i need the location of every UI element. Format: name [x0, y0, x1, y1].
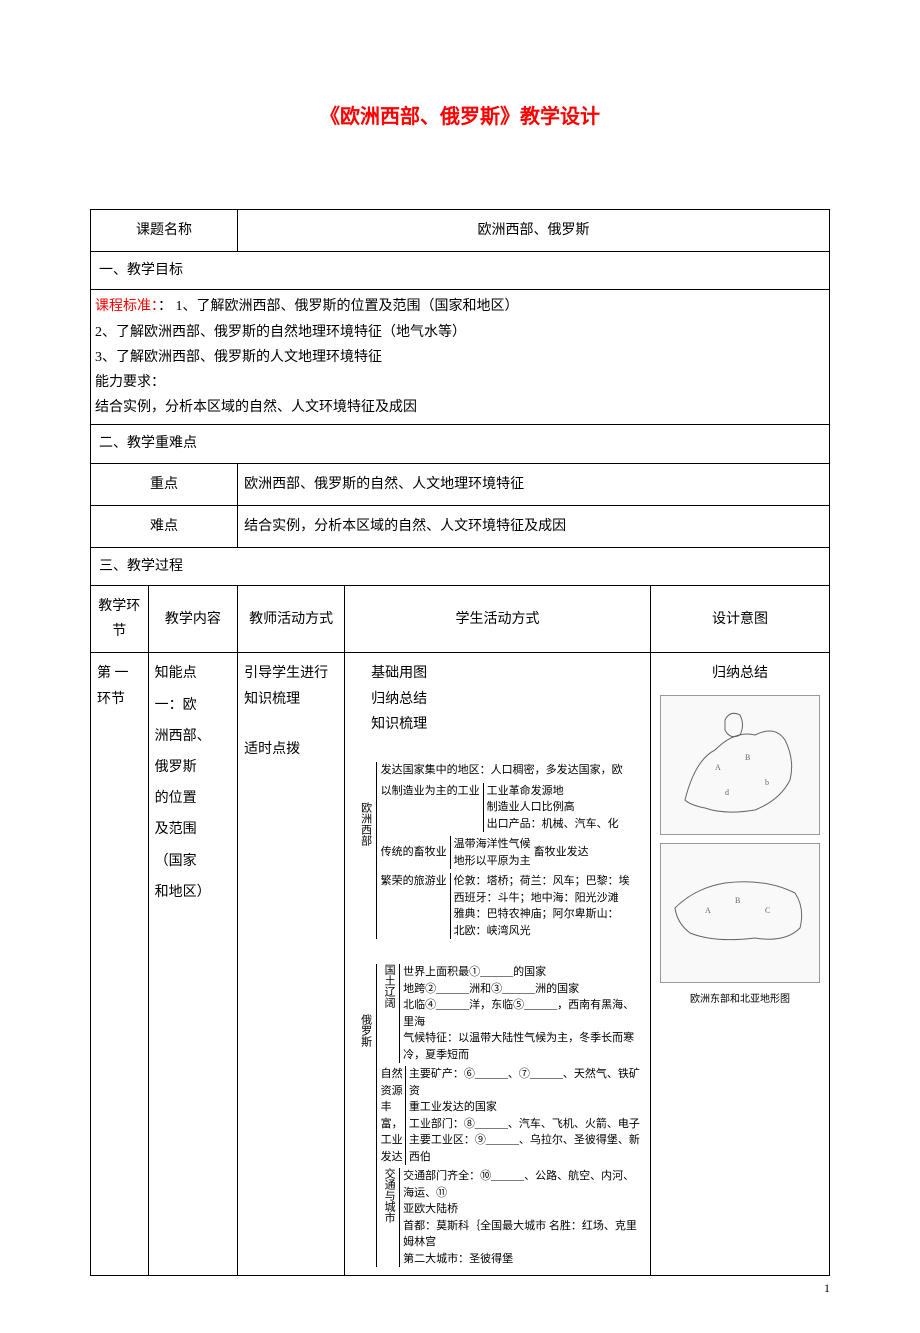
content-line: （国家: [155, 849, 232, 874]
russia-s1-i0: 世界上面积最①______的国家: [403, 964, 644, 981]
ability-text: 结合实例，分析本区域的自然、人文环境特征及成因: [95, 400, 417, 415]
europe-b2-i1: 制造业人口比例高: [487, 799, 619, 816]
student-cell: 基础用图 归纳总结 知识梳理 欧洲西部 发达国家集中的地区：人口稠密，多发达国家…: [345, 653, 651, 1276]
teacher-line-2: 适时点拨: [244, 742, 300, 757]
svg-text:B: B: [745, 753, 750, 762]
standard-2: 2、了解欧洲西部、俄罗斯的自然地理环境特征（地气水等）: [95, 325, 466, 340]
document-title: 《欧洲西部、俄罗斯》教学设计: [90, 100, 830, 129]
russia-s2-i2: 工业部门：⑧______、汽车、飞机、火箭、电子: [409, 1116, 644, 1133]
svg-text:B: B: [735, 896, 740, 905]
difficulty-text: 结合实例，分析本区域的自然、人文环境特征及成因: [238, 505, 830, 547]
russia-map-icon: A B C: [660, 843, 820, 983]
europe-b4-i2: 雅典：巴特农神庙；阿尔卑斯山：: [454, 906, 630, 923]
russia-s3-i0: 交通部门齐全：⑩______、公路、航空、内河、海运、⑪: [403, 1168, 644, 1201]
europe-b2-i2: 出口产品：机械、汽车、化: [487, 816, 619, 833]
europe-map-icon: A B b d: [660, 695, 820, 835]
europe-b4-root: 繁荣的旅游业: [381, 873, 447, 939]
europe-b3-i0: 温带海洋性气候: [454, 836, 531, 853]
content-line: 洲西部、: [155, 724, 232, 749]
russia-s1-root: 国土辽阔: [381, 964, 398, 1063]
svg-text:A: A: [705, 906, 711, 915]
russia-s2-i0: 主要矿产：⑥______、⑦______、天然气、铁矿资: [409, 1066, 644, 1099]
section1-header: 一、教学目标: [91, 252, 830, 290]
europe-b3-root: 传统的畜牧业: [381, 844, 447, 861]
col-teacher: 教师活动方式: [238, 586, 345, 653]
section2-header: 二、教学重难点: [91, 425, 830, 463]
europe-outline: 欧洲西部 发达国家集中的地区：人口稠密，多发达国家，欧 以制造业为主的工业 工业…: [351, 762, 644, 939]
russia-s1-i3: 气候特征：以温带大陆性气候为主，冬季长而寒冷，夏季短而: [403, 1030, 644, 1063]
europe-b2-i0: 工业革命发源地: [487, 783, 619, 800]
europe-root: 欧洲西部: [355, 762, 376, 939]
teacher-cell: 引导学生进行知识梳理 适时点拨: [238, 653, 345, 1276]
russia-s1-i2: 北临④______洋，东临⑤______，西南有黑海、里海: [403, 997, 644, 1030]
standard-3: 3、了解欧洲西部、俄罗斯的人文地理环境特征: [95, 350, 382, 365]
content-line: 和地区）: [155, 880, 232, 905]
russia-s2-i3: 主要工业区：⑨______、乌拉尔、圣彼得堡、新西伯: [409, 1132, 644, 1165]
content-line: 及范围: [155, 817, 232, 842]
russia-s2-i1: 重工业发达的国家: [409, 1099, 644, 1116]
russia-outline: 俄罗斯 国土辽阔 世界上面积最①______的国家 地跨②______洲和③__…: [351, 964, 644, 1267]
topic-label: 课题名称: [91, 210, 238, 252]
content-cell: 知能点 一：欧 洲西部、 俄罗斯 的位置 及范围 （国家 和地区）: [148, 653, 238, 1276]
lesson-plan-table: 课题名称 欧洲西部、俄罗斯 一、教学目标 课程标准：： 1、了解欧洲西部、俄罗斯…: [90, 209, 830, 1276]
stage-cell: 第 一环节: [91, 653, 149, 1276]
focus-text: 欧洲西部、俄罗斯的自然、人文地理环境特征: [238, 463, 830, 505]
europe-b1: 发达国家集中的地区：人口稠密，多发达国家，欧: [381, 762, 630, 779]
russia-s3-root: 交通与城市: [381, 1168, 398, 1267]
objectives-cell: 课程标准：： 1、了解欧洲西部、俄罗斯的位置及范围（国家和地区） 2、了解欧洲西…: [91, 290, 830, 425]
standards-label: 课程标准：: [95, 299, 158, 314]
page-number: 1: [824, 1281, 830, 1296]
content-line: 知能点: [155, 661, 232, 686]
col-student: 学生活动方式: [345, 586, 651, 653]
russia-s3-i3: 第二大城市：圣彼得堡: [403, 1251, 644, 1268]
content-line: 俄罗斯: [155, 755, 232, 780]
student-h1: 基础用图: [371, 661, 644, 686]
russia-s2-root: 自然资源丰富，工业发达: [381, 1066, 403, 1165]
topic-value: 欧洲西部、俄罗斯: [238, 210, 830, 252]
content-line: 的位置: [155, 786, 232, 811]
intent-header: 归纳总结: [657, 661, 823, 686]
difficulty-label: 难点: [91, 505, 238, 547]
europe-b4-i1: 西班牙：斗牛；地中海：阳光沙滩: [454, 890, 630, 907]
student-h2: 归纳总结: [371, 687, 644, 712]
map-caption: 欧洲东部和北亚地形图: [657, 991, 823, 1009]
intent-cell: 归纳总结 A B b d A B C 欧洲东部和北亚地: [650, 653, 829, 1276]
svg-text:C: C: [765, 906, 770, 915]
content-line: 一：欧: [155, 693, 232, 718]
europe-b3-i1: 地形以平原为主: [454, 853, 531, 870]
svg-text:A: A: [715, 763, 721, 772]
russia-root: 俄罗斯: [355, 964, 376, 1267]
section3-header: 三、教学过程: [91, 547, 830, 585]
col-stage: 教学环节: [91, 586, 149, 653]
teacher-line-1: 引导学生进行知识梳理: [244, 666, 328, 706]
europe-b3-res: 畜牧业发达: [534, 844, 589, 861]
svg-text:d: d: [725, 788, 729, 797]
student-h3: 知识梳理: [371, 712, 644, 737]
russia-s1-i1: 地跨②______洲和③______洲的国家: [403, 981, 644, 998]
russia-s3-i2: 首都：莫斯科｛全国最大城市 名胜：红场、克里姆林宫: [403, 1218, 644, 1251]
standard-1: ： 1、了解欧洲西部、俄罗斯的位置及范围（国家和地区）: [158, 299, 519, 314]
col-content: 教学内容: [148, 586, 238, 653]
focus-label: 重点: [91, 463, 238, 505]
europe-b4-i0: 伦敦：塔桥；荷兰：风车；巴黎：埃: [454, 873, 630, 890]
svg-text:b: b: [765, 778, 769, 787]
europe-b4-i3: 北欧：峡湾风光: [454, 923, 630, 940]
europe-b2-root: 以制造业为主的工业: [381, 783, 480, 833]
col-intent: 设计意图: [650, 586, 829, 653]
ability-label: 能力要求：: [95, 375, 165, 390]
russia-s3-i1: 亚欧大陆桥: [403, 1201, 644, 1218]
